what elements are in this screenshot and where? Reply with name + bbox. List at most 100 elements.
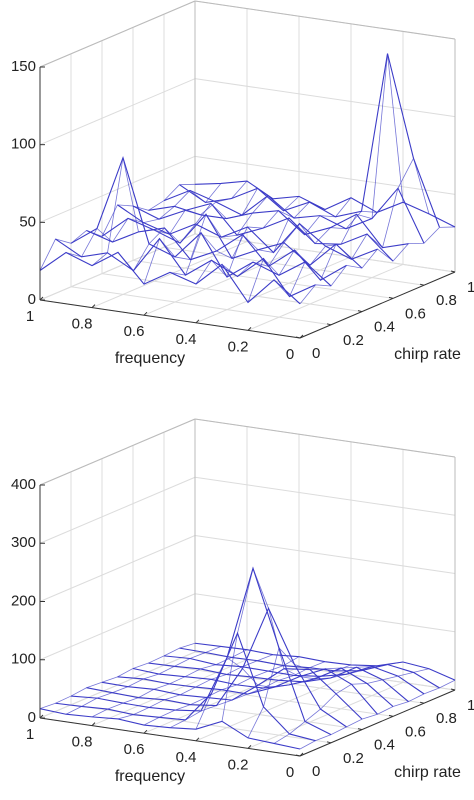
tick-mark [419,283,425,286]
grid-line [247,681,404,749]
y-tick-label: 1 [467,279,474,296]
tick-mark [195,737,200,742]
mesh-line [143,195,300,285]
mesh-line [221,210,378,278]
y-tick-label: 1 [467,697,474,714]
z-tick-label: 200 [11,592,36,609]
x-axis-label: frequency [115,350,185,367]
y-axis [299,271,456,339]
mesh-line [65,646,222,715]
tick-mark [357,310,363,313]
grid-line [132,259,394,299]
tick-mark [247,745,252,749]
tick-mark [247,327,252,331]
tick-mark [91,722,96,726]
x-tick-label: 0.2 [228,756,249,773]
tick-mark [326,741,332,744]
mesh-line [143,656,300,726]
mesh-line [65,183,222,258]
mesh-line [247,53,404,303]
tick-mark [388,296,394,299]
grid-line [195,674,352,742]
mesh-line [299,679,456,750]
x-tick-label: 0.8 [72,316,93,333]
mesh-line [169,201,326,276]
z-tick-label: 150 [11,58,36,75]
grid-line [194,593,456,633]
box-edge [39,418,196,486]
y-tick-label: 0 [312,763,320,780]
box-edge [194,418,456,458]
z-tick-label: 0 [28,291,36,308]
grid-line [195,256,352,324]
y-axis [299,689,456,757]
x-axis [39,717,301,757]
tick-mark [299,752,304,757]
x-tick-label: 0.6 [124,741,145,758]
z-tick-label: 300 [11,534,36,551]
tick-mark [295,754,301,757]
box-edge [39,0,196,68]
grid-line [143,248,300,316]
grid-line [39,535,196,602]
mesh-line [39,642,196,710]
x-tick-label: 1 [26,308,34,325]
tick-mark [39,296,44,301]
z-tick-label: 400 [11,476,36,493]
x-axis [39,299,301,339]
mesh-line [91,157,248,266]
tick-mark [357,728,363,731]
z-tick-label: 100 [11,136,36,153]
grid-line [70,286,332,326]
x-tick-label: 0 [286,346,294,363]
x-tick-label: 0.6 [124,323,145,340]
x-tick-label: 0.4 [176,331,197,348]
tick-mark [195,319,200,324]
grid-line [194,155,456,195]
mesh-line [91,649,248,718]
y-tick-label: 0.2 [343,750,364,767]
grid-line [39,476,196,544]
grid-line [91,241,248,309]
y-tick-label: 0.2 [343,332,364,349]
y-axis-label: chirp rate [394,764,461,781]
grid-line [70,704,332,744]
x-tick-label: 0 [286,764,294,781]
y-tick-label: 0.6 [405,305,426,322]
y-tick-label: 0.8 [436,292,457,309]
y-tick-label: 0 [312,345,320,362]
z-tick-label: 0 [28,709,36,726]
y-axis-label: chirp rate [394,346,461,363]
grid-line [194,78,456,118]
mesh-line [117,654,274,720]
tick-mark [450,688,456,691]
x-tick-label: 0.4 [176,749,197,766]
mesh-line [299,226,456,305]
mesh-line [39,183,196,271]
z-tick-label: 100 [11,651,36,668]
mesh-line [273,668,430,744]
x-axis-label: frequency [115,768,185,785]
tick-mark [143,311,148,316]
mesh-line [117,187,274,272]
mesh-line [169,661,326,729]
mesh-line [195,657,352,730]
tick-mark [326,323,332,326]
grid-line [39,593,196,661]
mesh-line [273,157,430,298]
grid-line [39,233,196,301]
tick-mark [91,304,96,308]
tick-mark [299,334,304,339]
mesh-line [247,647,404,739]
grid-line [247,263,404,331]
x-tick-label: 0.2 [228,338,249,355]
mesh-line [194,180,456,228]
x-tick-label: 0.8 [72,734,93,751]
y-tick-label: 0.4 [374,737,395,754]
tick-mark [39,714,44,719]
x-tick-label: 1 [26,726,34,743]
box-edge [194,0,456,40]
y-tick-label: 0.8 [436,710,457,727]
tick-mark [388,714,394,717]
